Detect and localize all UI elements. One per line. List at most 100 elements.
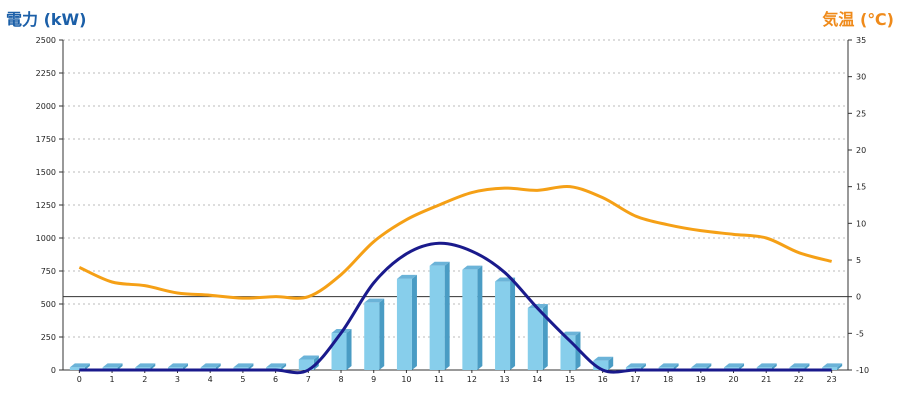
y-tick-label-left: 2250 xyxy=(36,69,56,78)
y-tick-label-right: 30 xyxy=(856,73,866,82)
bar-front xyxy=(462,269,478,370)
x-tick-label: 11 xyxy=(434,375,444,384)
y-tick-label-right: -10 xyxy=(856,366,869,375)
x-tick-label: 21 xyxy=(761,375,771,384)
bar-side xyxy=(84,363,90,370)
bar-side xyxy=(411,274,417,370)
bar-front xyxy=(429,265,445,370)
x-tick-label: 12 xyxy=(467,375,477,384)
bar-side xyxy=(477,265,483,370)
x-tick-label: 14 xyxy=(532,375,542,384)
bar xyxy=(495,277,516,370)
y-tick-label-left: 0 xyxy=(51,366,56,375)
bar-top xyxy=(396,274,417,279)
y-tick-label-left: 250 xyxy=(41,333,56,342)
x-tick-label: 3 xyxy=(175,375,180,384)
bar-side xyxy=(608,356,614,370)
x-tick-label: 23 xyxy=(827,375,837,384)
bar-top xyxy=(233,363,254,368)
bar-front xyxy=(364,302,380,370)
x-tick-label: 1 xyxy=(110,375,115,384)
bar xyxy=(69,363,90,370)
bar xyxy=(429,261,450,370)
bar-front xyxy=(495,281,511,370)
y-axis-right-title: 気温 (℃) xyxy=(822,10,894,29)
bar-side xyxy=(673,363,679,370)
power-line xyxy=(79,241,832,375)
temperature-line xyxy=(78,184,833,300)
x-tick-label: 2 xyxy=(142,375,147,384)
y-tick-label-left: 1000 xyxy=(36,234,56,243)
bar-front xyxy=(69,367,85,370)
bar-top xyxy=(200,363,221,368)
bar-side xyxy=(706,363,712,370)
x-tick-label: 20 xyxy=(728,375,738,384)
bar-side xyxy=(117,363,123,370)
bar-top xyxy=(822,363,843,368)
x-tick-label: 13 xyxy=(499,375,509,384)
bar-front xyxy=(593,360,609,370)
bar xyxy=(527,303,548,370)
y-tick-label-right: 25 xyxy=(856,109,866,118)
x-tick-label: 5 xyxy=(240,375,245,384)
y-tick-label-left: 500 xyxy=(41,300,56,309)
bar-side xyxy=(346,329,352,370)
bar-side xyxy=(215,363,221,370)
bar-top xyxy=(593,356,614,361)
x-tick-label: 10 xyxy=(401,375,411,384)
y-tick-label-right: 20 xyxy=(856,146,866,155)
bar-side xyxy=(804,363,810,370)
y-tick-label-right: 10 xyxy=(856,219,866,228)
bar xyxy=(396,274,417,370)
bar xyxy=(593,356,614,370)
bar-side xyxy=(248,363,254,370)
x-tick-label: 8 xyxy=(338,375,343,384)
bar-side xyxy=(837,363,843,370)
bar-top xyxy=(69,363,90,368)
bar-top xyxy=(691,363,712,368)
bar-top xyxy=(724,363,745,368)
bar-top xyxy=(429,261,450,266)
y-tick-label-left: 1250 xyxy=(36,201,56,210)
bar-side xyxy=(542,303,548,370)
bar xyxy=(560,331,581,370)
x-tick-label: 16 xyxy=(598,375,608,384)
bar-top xyxy=(364,298,385,303)
bar-top xyxy=(266,363,287,368)
bar-top xyxy=(756,363,777,368)
y-tick-label-left: 1750 xyxy=(36,135,56,144)
bar-front xyxy=(331,333,347,370)
y-tick-label-right: 5 xyxy=(856,256,861,265)
y-tick-label-right: 35 xyxy=(856,36,866,45)
bar-side xyxy=(771,363,777,370)
bar-front xyxy=(527,307,543,370)
x-tick-label: 7 xyxy=(306,375,311,384)
x-tick-label: 6 xyxy=(273,375,278,384)
y-tick-label-left: 2500 xyxy=(36,36,56,45)
bar-top xyxy=(135,363,156,368)
y-axis-left-title: 電力 (kW) xyxy=(6,10,87,29)
bar-side xyxy=(182,363,188,370)
x-tick-label: 17 xyxy=(630,375,640,384)
bar-top xyxy=(298,355,319,360)
x-tick-label: 9 xyxy=(371,375,376,384)
bar-top xyxy=(658,363,679,368)
bar-top xyxy=(789,363,810,368)
bar-side xyxy=(640,363,646,370)
bar-side xyxy=(739,363,745,370)
y-tick-label-left: 750 xyxy=(41,267,56,276)
y-tick-label-left: 2000 xyxy=(36,102,56,111)
bar-side xyxy=(444,261,450,370)
y-tick-label-right: -5 xyxy=(856,329,864,338)
y-tick-label-right: 0 xyxy=(856,293,861,302)
x-tick-label: 0 xyxy=(77,375,82,384)
bar-side xyxy=(150,363,156,370)
bar-side xyxy=(281,363,287,370)
bar xyxy=(364,298,385,370)
bar-side xyxy=(510,277,516,370)
y-tick-label-left: 1500 xyxy=(36,168,56,177)
x-tick-label: 19 xyxy=(696,375,706,384)
x-tick-label: 18 xyxy=(663,375,673,384)
